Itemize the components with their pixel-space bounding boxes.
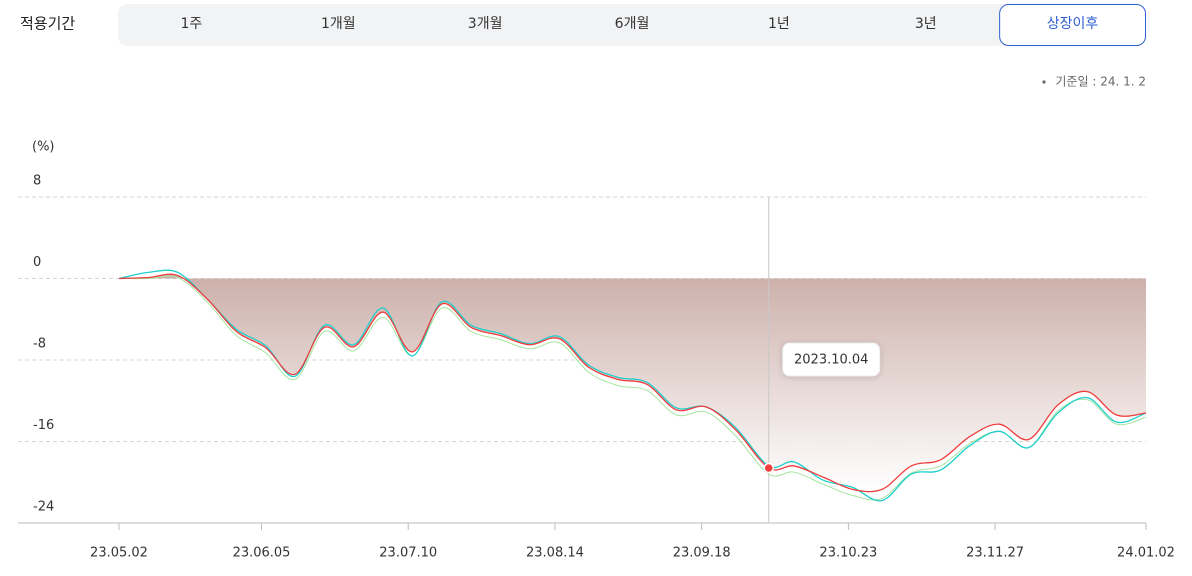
x-tick-label: 23.06.05	[233, 546, 291, 561]
y-tick-label: 0	[33, 255, 41, 270]
x-tick-label: 23.05.02	[90, 546, 148, 561]
tab[interactable]: 1주	[181, 16, 203, 32]
base-date: 기준일 : 24. 1. 2	[1055, 75, 1146, 89]
period-label: 적용기간	[20, 15, 75, 33]
x-tick-label: 23.07.10	[379, 546, 437, 561]
highlight-point	[763, 462, 774, 474]
tab-bar	[118, 4, 1146, 46]
bullet	[1042, 80, 1046, 84]
tooltip-box	[782, 342, 881, 377]
x-tick-label: 23.11.27	[966, 546, 1024, 561]
line	[118, 275, 1147, 501]
tab-selected[interactable]	[999, 4, 1147, 46]
tab[interactable]: 3년	[915, 16, 937, 32]
tab[interactable]: 상장이후	[1047, 16, 1099, 32]
x-tick-label: 23.10.23	[819, 546, 877, 561]
y-tick-label: 8	[33, 174, 41, 189]
y-tick-label: -8	[33, 337, 46, 352]
x-tick-label: 24.01.02	[1117, 546, 1175, 561]
y-unit: (%)	[32, 140, 55, 155]
line	[118, 273, 1147, 493]
y-tick-label: -16	[33, 418, 54, 433]
tab[interactable]: 1개월	[321, 16, 356, 32]
y-tick-label: -24	[33, 500, 54, 515]
area	[119, 274, 1146, 492]
tab[interactable]: 1년	[768, 16, 790, 32]
tab[interactable]: 6개월	[615, 16, 650, 32]
tooltip: 2023.10.04	[794, 353, 868, 368]
x-tick-label: 23.08.14	[526, 546, 584, 561]
x-tick-label: 23.09.18	[673, 546, 731, 561]
line	[118, 269, 1147, 502]
tab[interactable]: 3개월	[468, 16, 503, 32]
